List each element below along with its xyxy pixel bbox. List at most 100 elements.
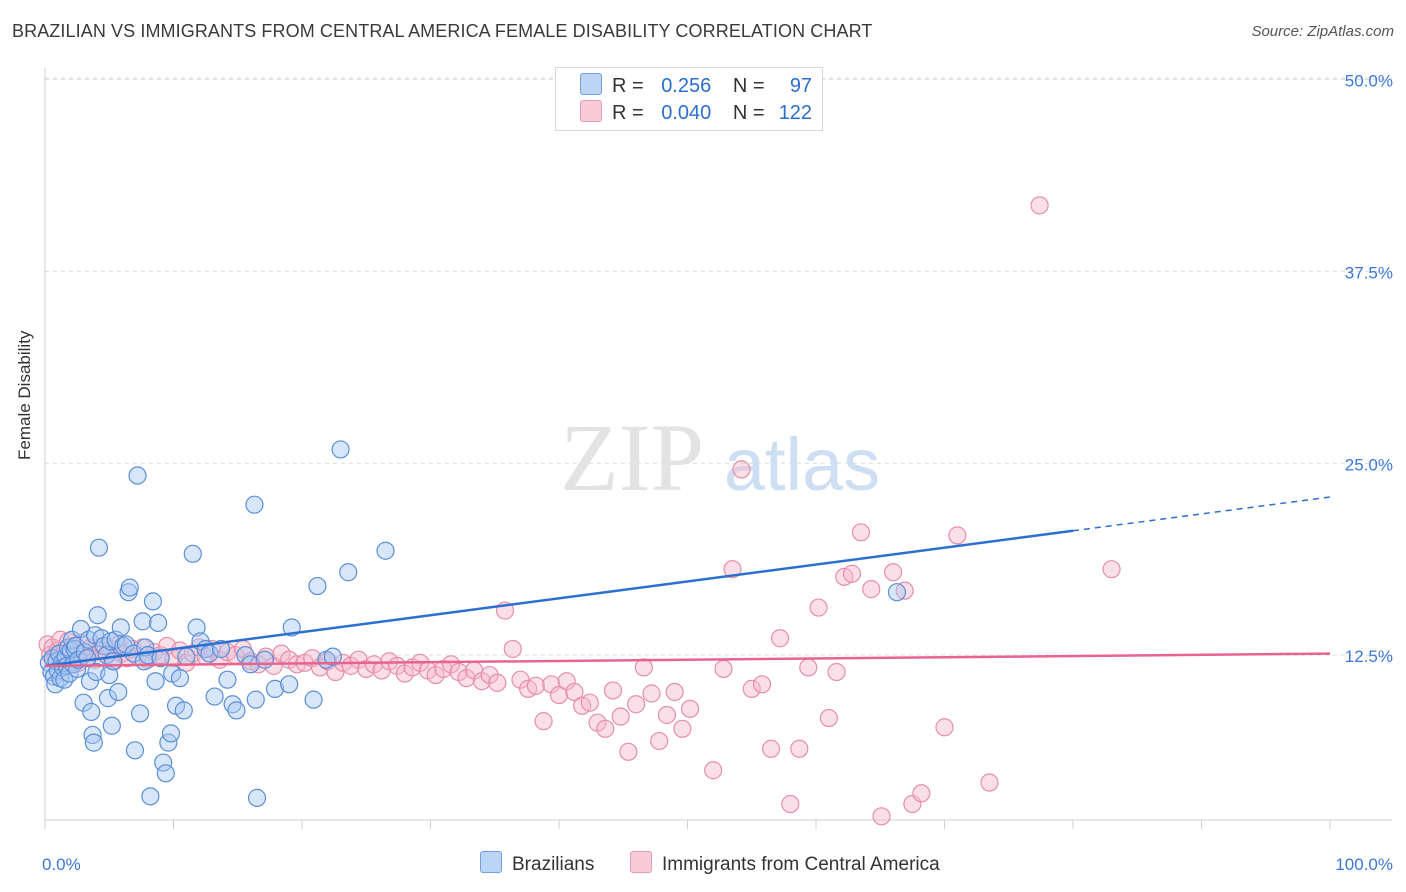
data-point-brazilian — [89, 538, 109, 557]
data-point-central-america — [256, 647, 276, 666]
data-point-central-america — [948, 526, 967, 545]
data-point-central-america — [565, 682, 584, 702]
gridlines — [45, 77, 1392, 656]
data-point-brazilian — [376, 541, 395, 560]
data-point-brazilian — [170, 669, 190, 688]
data-point-central-america — [799, 658, 818, 677]
data-point-brazilian — [82, 702, 101, 722]
data-point-central-america — [488, 673, 507, 692]
legend-swatch-blue — [580, 73, 602, 95]
data-point-brazilian — [227, 701, 246, 720]
y-tick-label: 12.5% — [1345, 647, 1393, 666]
data-point-brazilian — [88, 606, 107, 625]
data-point-central-america — [1030, 196, 1049, 215]
data-point-brazilian — [141, 787, 160, 806]
legend-n-value: 122 — [778, 102, 813, 124]
data-point-brazilian — [98, 689, 118, 708]
data-point-central-america — [457, 669, 476, 688]
data-point-central-america — [503, 639, 522, 659]
data-point-brazilian — [246, 690, 265, 709]
data-point-brazilian — [80, 672, 100, 691]
data-point-central-america — [626, 695, 646, 714]
data-point-central-america — [895, 581, 914, 600]
bottom-legend-swatch-pink — [630, 851, 652, 873]
data-point-brazilian — [148, 613, 168, 632]
y-tick-label: 37.5% — [1345, 263, 1393, 282]
source-label: Source: ZipAtlas.com — [1251, 23, 1394, 40]
data-point-brazilian — [120, 578, 139, 597]
data-point-central-america — [872, 807, 891, 826]
data-point-brazilian — [265, 679, 285, 698]
data-point-central-america — [761, 739, 781, 758]
data-point-central-america — [732, 460, 751, 479]
data-point-brazilian — [887, 583, 907, 602]
data-point-brazilian — [65, 639, 84, 659]
legend-n-label: N = — [732, 102, 765, 124]
watermark-atlas: atlas — [724, 423, 880, 506]
data-point-brazilian — [174, 701, 193, 720]
data-point-brazilian — [255, 650, 274, 669]
data-point-brazilian — [339, 563, 358, 582]
data-point-brazilian — [146, 672, 165, 691]
y-tick-label: 50.0% — [1345, 72, 1393, 91]
data-point-central-america — [809, 598, 828, 617]
axes — [44, 68, 1392, 829]
trend-line-brazilians-extension — [1072, 496, 1331, 532]
data-point-brazilian — [247, 788, 267, 807]
legend-r-value: 0.256 — [661, 75, 712, 97]
chart-title: BRAZILIAN VS IMMIGRANTS FROM CENTRAL AME… — [12, 21, 873, 41]
data-point-central-america — [752, 675, 772, 694]
data-point-brazilian — [304, 690, 323, 709]
data-point-central-america — [177, 653, 196, 672]
trend-lines — [44, 496, 1331, 668]
data-point-central-america — [603, 681, 623, 700]
data-point-brazilian — [308, 576, 327, 596]
data-point-central-america — [650, 731, 669, 751]
legend-swatch-pink — [580, 100, 602, 122]
bottom-legend-central-america: Immigrants from Central America — [630, 851, 940, 876]
bottom-legend-swatch-blue — [480, 851, 502, 873]
bottom-legend-label: Brazilians — [512, 854, 595, 875]
data-point-central-america — [819, 708, 838, 728]
data-point-central-america — [596, 719, 615, 738]
data-point-central-america — [634, 658, 653, 677]
data-point-central-america — [790, 739, 809, 758]
data-point-brazilian — [156, 764, 175, 783]
data-point-brazilian — [143, 592, 163, 611]
data-point-central-america — [935, 718, 954, 737]
data-point-central-america — [511, 670, 530, 689]
data-point-brazilian — [100, 665, 119, 685]
data-point-central-america — [704, 761, 723, 780]
legend-r-label: R = — [612, 102, 644, 124]
data-point-brazilian — [323, 647, 342, 666]
data-point-central-america — [441, 655, 461, 674]
data-point-brazilian — [177, 647, 196, 666]
data-point-brazilian — [161, 724, 181, 743]
y-tick-label: 25.0% — [1345, 455, 1393, 474]
data-point-brazilian — [74, 693, 93, 712]
data-point-central-america — [1102, 560, 1121, 579]
data-point-central-america — [862, 580, 881, 599]
data-point-central-america — [480, 665, 499, 685]
data-point-central-america — [680, 699, 700, 718]
series-central-america-points — [38, 196, 1121, 826]
legend-r-value: 0.040 — [661, 102, 712, 124]
legend-r-label: R = — [612, 75, 644, 97]
bottom-legend-brazilians: Brazilians — [480, 851, 594, 876]
data-point-central-america — [611, 707, 630, 726]
data-point-brazilian — [130, 704, 150, 723]
legend-n-value: 97 — [789, 75, 813, 97]
data-point-brazilian — [109, 682, 128, 702]
legend-row-central-america: R = 0.040 N = 122 — [580, 100, 812, 126]
data-point-central-america — [642, 684, 661, 703]
data-point-brazilian — [102, 716, 121, 735]
data-point-central-america — [723, 560, 742, 579]
data-point-central-america — [827, 662, 846, 682]
trend-line-brazilians — [44, 529, 1074, 668]
data-point-central-america — [912, 784, 931, 803]
data-point-brazilian — [111, 618, 130, 637]
data-point-brazilian — [280, 675, 299, 694]
data-point-central-america — [580, 693, 599, 712]
data-point-brazilian — [116, 635, 136, 654]
